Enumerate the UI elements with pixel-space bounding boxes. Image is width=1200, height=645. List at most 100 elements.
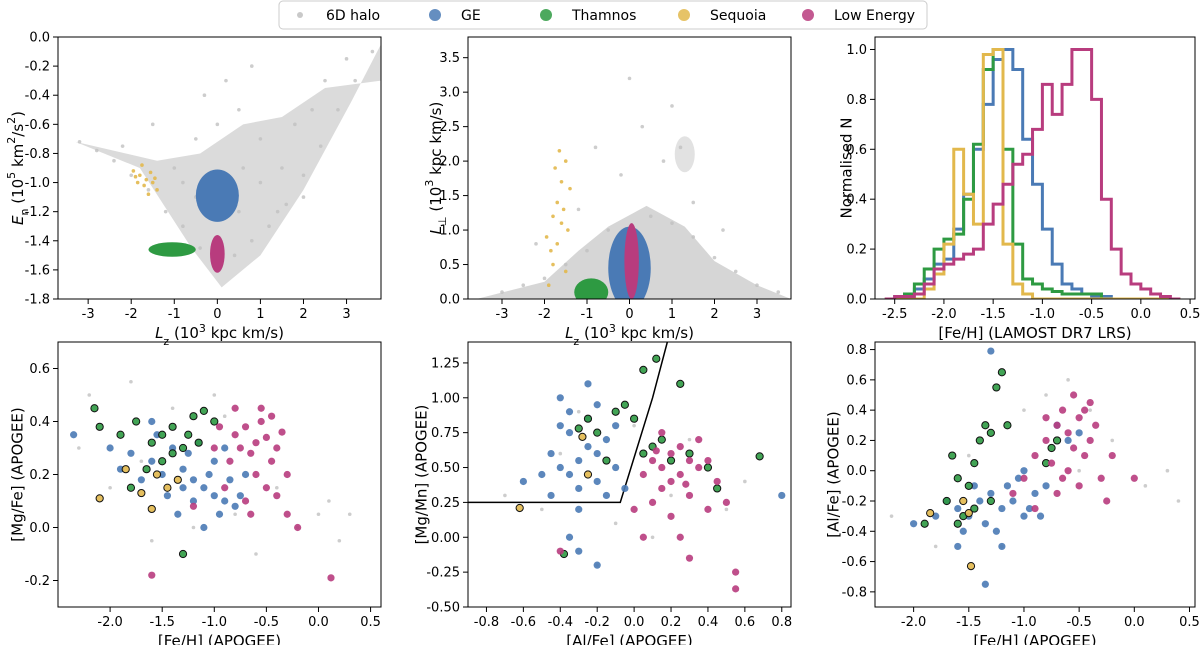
point-low-energy (713, 477, 721, 486)
region-low-energy (210, 234, 225, 273)
point-low-energy (676, 533, 684, 541)
point-6d-halo (347, 512, 352, 517)
x-tick-label: -1.0 (1011, 615, 1036, 630)
point-thamnos (953, 519, 962, 528)
point-ge (981, 580, 989, 588)
point-6d-halo (691, 200, 696, 205)
point-low-energy (1075, 482, 1083, 490)
halo-cloud (75, 44, 381, 288)
y-tick-label: 0.6 (846, 143, 867, 158)
point-sequoia (568, 186, 572, 191)
point-ge (565, 470, 574, 479)
x-tick-label: -2 (125, 307, 138, 322)
point-sequoia (95, 494, 104, 503)
point-6d-halo (198, 246, 202, 250)
point-6d-halo (318, 144, 323, 148)
point-6d-halo (87, 393, 92, 397)
y-tick-label: 0.4 (846, 193, 867, 208)
point-ge (236, 492, 244, 500)
y-tick-label: 0.2 (29, 468, 50, 483)
point-thamnos (168, 422, 177, 431)
point-6d-halo (310, 107, 314, 112)
x-axis-label: Lz (103 kpc km/s) (565, 322, 694, 348)
point-6d-halo (776, 290, 781, 294)
point-low-energy (1058, 474, 1067, 482)
point-thamnos (158, 457, 167, 466)
plot-area (476, 76, 791, 299)
point-low-energy (257, 417, 265, 426)
point-ge (621, 484, 629, 493)
legend-label: Low Energy (834, 8, 915, 24)
y-tick-label: 0.50 (431, 461, 460, 476)
boundary-line (468, 342, 669, 504)
halo-cloud (674, 136, 695, 173)
x-tick-label: -1 (581, 307, 594, 322)
point-6d-halo (172, 166, 177, 170)
point-thamnos (676, 379, 685, 388)
y-tick-label: -0.8 (25, 147, 50, 162)
point-6d-halo (336, 107, 340, 112)
point-6d-halo (889, 514, 894, 518)
point-thamnos (1003, 421, 1012, 430)
point-6d-halo (503, 493, 507, 498)
point-low-energy (722, 498, 731, 506)
plot-area (75, 44, 381, 288)
y-tick-label: 1.25 (431, 356, 460, 371)
point-ge (565, 429, 574, 437)
point-thamnos (755, 452, 764, 461)
point-low-energy (1031, 504, 1039, 513)
point-thamnos (574, 424, 583, 433)
point-ge (976, 497, 984, 505)
point-ge (200, 484, 208, 492)
legend-marker (802, 9, 814, 21)
legend-marker (429, 9, 441, 21)
point-ge (1075, 429, 1083, 437)
point-sequoia (559, 221, 564, 225)
x-axis-label: Lz (103 kpc km/s) (155, 322, 284, 348)
point-ge (987, 489, 995, 498)
legend-marker (297, 12, 303, 18)
point-ge (575, 456, 583, 465)
x-tick-label: 3 (342, 307, 350, 322)
point-low-energy (1097, 474, 1105, 482)
point-ge (1031, 489, 1039, 498)
point-6d-halo (661, 159, 666, 163)
point-6d-halo (670, 104, 674, 108)
x-tick-label: -2.5 (882, 307, 907, 322)
x-tick-label: -1.5 (980, 307, 1005, 322)
x-tick-label: -2.0 (901, 615, 926, 630)
point-ge (959, 527, 967, 535)
x-tick-label: 0.5 (360, 615, 381, 630)
point-thamnos (630, 414, 639, 423)
point-sequoia (140, 163, 144, 167)
legend-marker (540, 9, 552, 21)
point-low-energy (231, 404, 239, 412)
point-thamnos (713, 484, 722, 493)
point-low-energy (1092, 421, 1100, 429)
point-low-energy (676, 443, 684, 451)
point-ge (189, 476, 198, 484)
histogram-low-energy (884, 47, 1181, 299)
point-low-energy (1031, 451, 1039, 460)
point-ge (127, 449, 135, 457)
point-6d-halo (1165, 468, 1170, 473)
point-6d-halo (534, 242, 538, 246)
axes-frame (467, 341, 792, 608)
point-sequoia (142, 183, 146, 188)
y-tick-label: 0.0 (846, 464, 867, 479)
point-6d-halo (258, 180, 263, 185)
point-low-energy (685, 491, 694, 500)
point-thamnos (975, 436, 984, 445)
point-ge (593, 449, 601, 458)
point-low-energy (236, 444, 244, 452)
point-6d-halo (139, 459, 144, 464)
point-sequoia (578, 432, 587, 441)
point-ge (602, 491, 611, 500)
point-sequoia (544, 235, 549, 239)
point-sequoia (144, 177, 149, 182)
point-6d-halo (224, 78, 228, 83)
point-ge (70, 431, 78, 439)
point-6d-halo (712, 255, 717, 260)
panel-p5: -0.8 -0.6 -0.4 -0.2 0.0 0.2 0.4 0.6 0.8 1.25 1.00 0… (413, 341, 792, 645)
point-thamnos (194, 438, 203, 447)
